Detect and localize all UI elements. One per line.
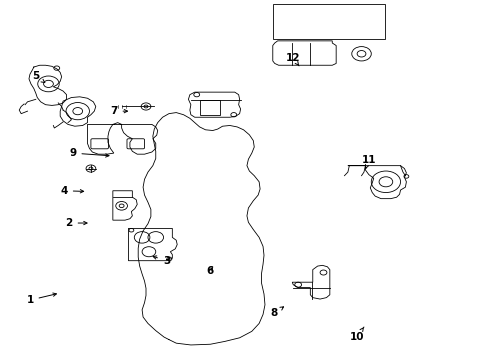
Text: 5: 5	[32, 71, 45, 82]
Bar	[272, 4, 384, 40]
Text: 12: 12	[285, 53, 300, 66]
Text: 7: 7	[110, 106, 127, 116]
Text: 10: 10	[349, 327, 363, 342]
Text: 4: 4	[61, 186, 83, 196]
Text: 6: 6	[206, 266, 214, 276]
Text: 3: 3	[153, 256, 170, 266]
Text: 1: 1	[26, 293, 56, 305]
Text: 2: 2	[65, 218, 87, 228]
Bar	[199, 100, 220, 115]
Text: 8: 8	[269, 307, 283, 318]
Text: 9: 9	[69, 148, 109, 158]
Text: 11: 11	[361, 155, 375, 168]
